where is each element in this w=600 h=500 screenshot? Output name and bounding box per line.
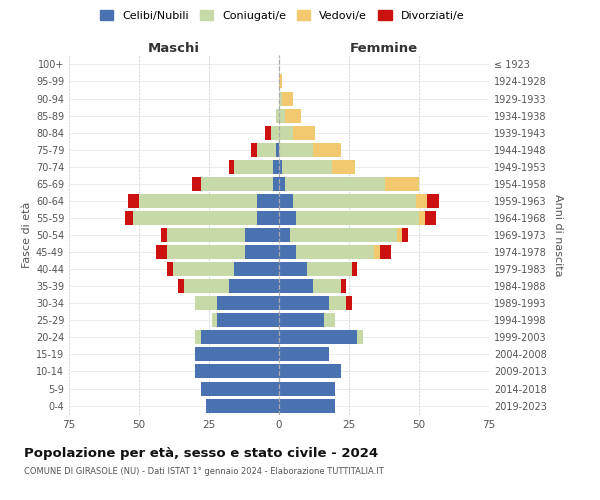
Bar [324,314,335,328]
Bar [352,262,358,276]
Bar [296,211,419,225]
Bar [274,160,279,173]
Bar [234,160,274,173]
Bar [397,228,402,242]
Bar [279,160,282,173]
Bar [313,142,341,156]
Bar [279,330,358,344]
Bar [293,126,316,140]
Bar [279,74,282,88]
Bar [380,245,391,259]
Bar [358,330,363,344]
Bar [128,194,139,208]
Bar [161,228,167,242]
Bar [279,296,329,310]
Bar [416,194,427,208]
Bar [282,92,293,106]
Bar [284,177,385,191]
Bar [167,262,173,276]
Bar [265,126,271,140]
Bar [279,398,335,412]
Bar [245,245,279,259]
Bar [195,348,279,362]
Bar [346,296,352,310]
Bar [279,211,296,225]
Bar [279,92,282,106]
Bar [206,398,279,412]
Bar [279,279,313,293]
Bar [425,211,436,225]
Bar [307,262,352,276]
Bar [257,142,276,156]
Bar [279,314,324,328]
Text: Femmine: Femmine [350,42,418,55]
Bar [279,348,329,362]
Bar [229,279,279,293]
Bar [279,245,296,259]
Bar [284,108,301,122]
Bar [279,108,284,122]
Bar [296,245,374,259]
Bar [229,160,234,173]
Text: COMUNE DI GIRASOLE (NU) - Dati ISTAT 1° gennaio 2024 - Elaborazione TUTTITALIA.I: COMUNE DI GIRASOLE (NU) - Dati ISTAT 1° … [24,468,384,476]
Bar [279,126,293,140]
Bar [271,126,279,140]
Bar [167,245,245,259]
Bar [276,142,279,156]
Bar [313,279,341,293]
Bar [279,382,335,396]
Y-axis label: Anni di nascita: Anni di nascita [553,194,563,276]
Bar [279,228,290,242]
Bar [192,177,200,191]
Bar [200,330,279,344]
Bar [279,194,293,208]
Text: Popolazione per età, sesso e stato civile - 2024: Popolazione per età, sesso e stato civil… [24,448,378,460]
Bar [279,262,307,276]
Legend: Celibi/Nubili, Coniugati/e, Vedovi/e, Divorziati/e: Celibi/Nubili, Coniugati/e, Vedovi/e, Di… [95,6,469,25]
Bar [329,296,346,310]
Bar [195,330,200,344]
Bar [184,279,229,293]
Bar [251,142,257,156]
Bar [419,211,425,225]
Bar [293,194,416,208]
Bar [139,194,257,208]
Bar [212,314,217,328]
Bar [274,177,279,191]
Bar [427,194,439,208]
Bar [156,245,167,259]
Bar [279,364,341,378]
Text: Maschi: Maschi [148,42,200,55]
Bar [245,228,279,242]
Bar [217,296,279,310]
Bar [125,211,133,225]
Bar [257,194,279,208]
Bar [217,314,279,328]
Bar [385,177,419,191]
Bar [133,211,257,225]
Bar [167,228,245,242]
Bar [195,364,279,378]
Bar [173,262,234,276]
Bar [257,211,279,225]
Bar [290,228,397,242]
Bar [341,279,346,293]
Y-axis label: Fasce di età: Fasce di età [22,202,32,268]
Bar [200,382,279,396]
Bar [282,160,332,173]
Bar [200,177,274,191]
Bar [332,160,355,173]
Bar [279,177,284,191]
Bar [402,228,408,242]
Bar [279,142,313,156]
Bar [374,245,380,259]
Bar [234,262,279,276]
Bar [178,279,184,293]
Bar [195,296,217,310]
Bar [276,108,279,122]
